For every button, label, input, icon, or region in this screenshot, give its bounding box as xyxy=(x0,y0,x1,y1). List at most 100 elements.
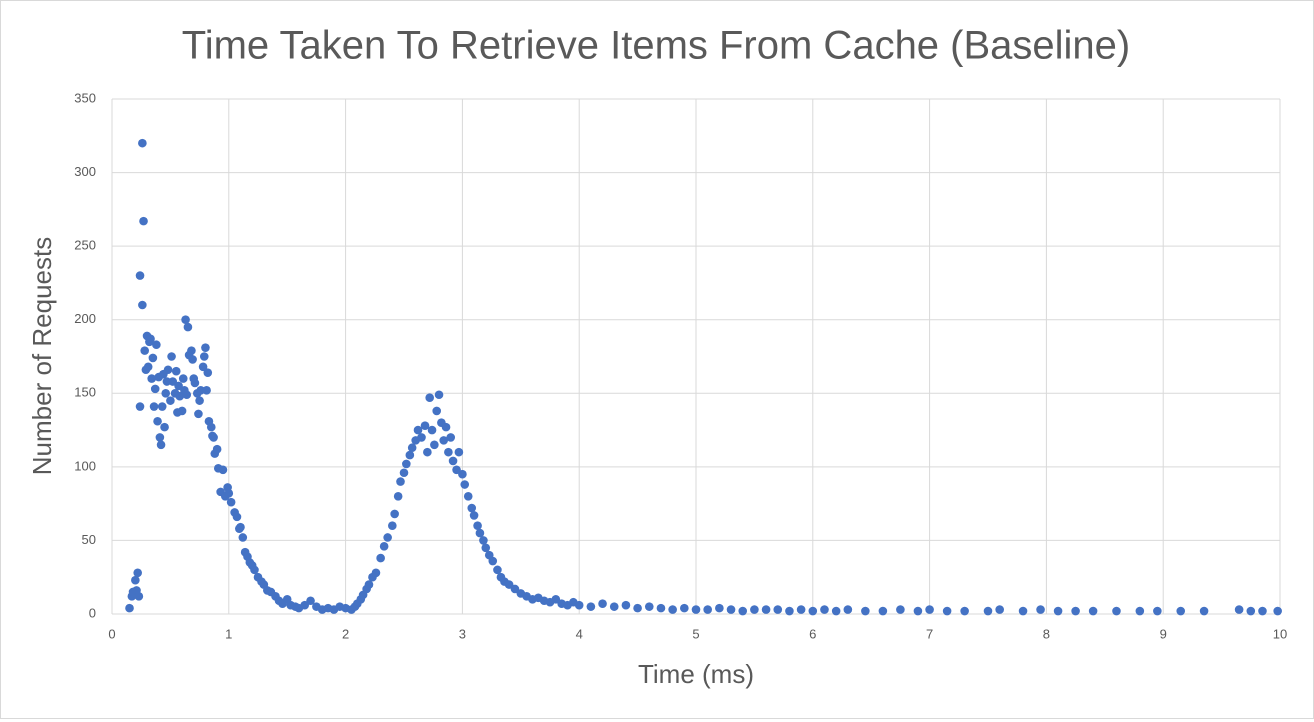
data-point xyxy=(125,603,134,613)
data-point xyxy=(995,605,1004,614)
data-point xyxy=(843,605,853,614)
data-point xyxy=(160,422,169,432)
data-point xyxy=(206,422,216,432)
data-point xyxy=(388,521,397,531)
data-point xyxy=(376,553,385,563)
data-point xyxy=(750,605,759,614)
data-point xyxy=(226,497,236,507)
x-tick-label: 2 xyxy=(342,626,349,641)
data-point xyxy=(1088,606,1098,616)
data-point xyxy=(163,365,173,375)
x-tick-label: 6 xyxy=(809,626,816,641)
data-point xyxy=(458,469,467,479)
data-point xyxy=(203,368,213,377)
data-point xyxy=(139,216,148,226)
data-point xyxy=(250,565,259,575)
data-point xyxy=(147,374,157,383)
data-point xyxy=(488,556,498,566)
data-point xyxy=(467,503,477,513)
data-point xyxy=(182,390,192,400)
data-point xyxy=(633,603,642,613)
data-point xyxy=(175,391,185,401)
data-point xyxy=(232,512,242,522)
data-point xyxy=(1153,606,1162,616)
data-point xyxy=(202,386,211,395)
data-point xyxy=(761,605,771,614)
data-point xyxy=(598,599,607,608)
data-point xyxy=(493,565,502,575)
data-point xyxy=(609,602,619,611)
data-point xyxy=(432,406,442,416)
x-tick-label: 5 xyxy=(692,626,699,641)
data-point xyxy=(773,605,783,614)
data-point xyxy=(1258,606,1267,616)
data-point xyxy=(668,605,677,614)
data-point xyxy=(236,522,245,532)
x-tick-label: 0 xyxy=(108,626,115,641)
y-tick-label: 100 xyxy=(74,458,96,473)
data-point xyxy=(644,602,654,611)
data-point xyxy=(417,433,426,442)
data-point xyxy=(738,606,748,616)
y-tick-label: 150 xyxy=(74,385,96,400)
data-point xyxy=(201,343,210,352)
data-point xyxy=(1176,606,1186,616)
data-point xyxy=(427,425,437,435)
data-point xyxy=(831,606,841,616)
data-point xyxy=(586,602,596,611)
data-point xyxy=(452,465,461,475)
x-tick-label: 7 xyxy=(926,626,933,641)
y-tick-label: 0 xyxy=(89,605,96,620)
data-point xyxy=(1273,606,1282,616)
data-point xyxy=(430,440,439,450)
data-point xyxy=(405,450,415,460)
data-point xyxy=(446,433,456,442)
data-point xyxy=(190,378,200,388)
data-point xyxy=(574,600,584,610)
data-point xyxy=(224,489,234,498)
chart-title: Time Taken To Retrieve Items From Cache … xyxy=(182,24,1131,68)
x-tick-label: 8 xyxy=(1043,626,1050,641)
data-point xyxy=(393,491,403,501)
data-point xyxy=(167,352,176,361)
data-point xyxy=(402,459,411,469)
data-point xyxy=(143,362,153,372)
x-tick-label: 4 xyxy=(576,626,583,641)
data-point xyxy=(133,568,142,578)
data-point xyxy=(156,440,166,450)
data-point xyxy=(460,480,470,489)
data-point xyxy=(1135,606,1145,616)
x-tick-label: 3 xyxy=(459,626,466,641)
data-point xyxy=(153,416,162,426)
data-point xyxy=(551,594,561,604)
data-point xyxy=(131,575,140,585)
data-point xyxy=(463,491,473,501)
data-point xyxy=(1036,605,1045,614)
data-point xyxy=(383,533,392,542)
data-point xyxy=(703,605,712,614)
data-point xyxy=(726,605,736,614)
data-point xyxy=(425,393,434,403)
data-point xyxy=(691,605,701,614)
data-point xyxy=(715,603,724,613)
data-point xyxy=(168,377,178,386)
data-point xyxy=(420,421,430,430)
data-point xyxy=(178,374,188,383)
y-tick-label: 350 xyxy=(74,90,96,105)
data-point xyxy=(475,528,485,538)
data-point xyxy=(155,433,165,442)
data-point xyxy=(371,568,381,578)
data-point xyxy=(138,300,147,310)
data-point xyxy=(1018,606,1028,616)
data-point xyxy=(820,605,829,614)
data-point xyxy=(942,606,952,616)
data-point xyxy=(473,521,482,531)
data-point xyxy=(656,603,666,613)
data-point xyxy=(504,580,514,589)
data-point xyxy=(407,443,417,453)
data-point xyxy=(198,362,208,372)
data-point xyxy=(1246,606,1256,616)
data-point xyxy=(166,396,175,405)
data-point xyxy=(148,353,158,363)
